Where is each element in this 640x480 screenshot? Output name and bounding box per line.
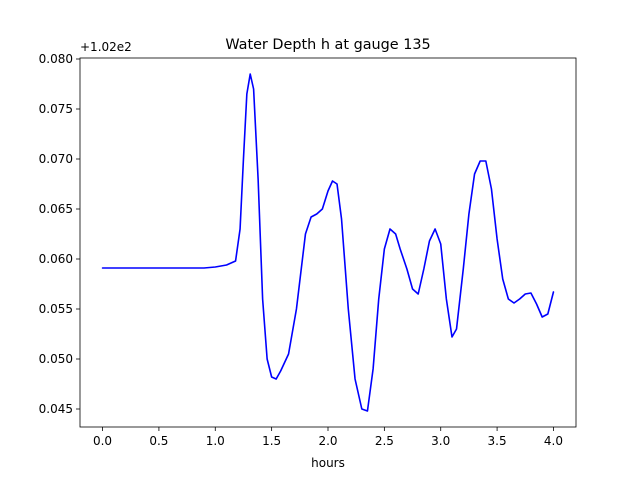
x-tick-label-1: 0.5 xyxy=(149,434,168,448)
data-series-line-0 xyxy=(101,73,555,412)
x-tick-label-5: 2.5 xyxy=(375,434,394,448)
x-tick-label-3: 1.5 xyxy=(262,434,281,448)
x-tick-label-4: 2.0 xyxy=(318,434,337,448)
x-tick-label-2: 1.0 xyxy=(206,434,225,448)
x-tick-label-0: 0.0 xyxy=(93,434,112,448)
y-tick-label-7: 0.080 xyxy=(39,52,73,66)
y-tick-label-6: 0.075 xyxy=(39,102,73,116)
y-tick-label-1: 0.050 xyxy=(39,352,73,366)
x-tick-label-8: 4.0 xyxy=(544,434,563,448)
y-tick-label-0: 0.045 xyxy=(39,402,73,416)
x-tick-label-6: 3.0 xyxy=(431,434,450,448)
y-tick-label-4: 0.065 xyxy=(39,202,73,216)
y-tick-label-5: 0.070 xyxy=(39,152,73,166)
x-axis-label: hours xyxy=(311,456,345,470)
plot-area: 0.0 0.5 1.0 1.5 2.0 2.5 3.0 3.5 4.0 0.045 0.050 0.0… xyxy=(39,52,577,448)
x-tick-label-7: 3.5 xyxy=(488,434,507,448)
chart-title: Water Depth h at gauge 135 xyxy=(225,37,430,53)
y-tick-label-3: 0.060 xyxy=(39,252,73,266)
y-tick-label-2: 0.055 xyxy=(39,302,73,316)
y-offset-label: +1.02e2 xyxy=(80,40,132,54)
